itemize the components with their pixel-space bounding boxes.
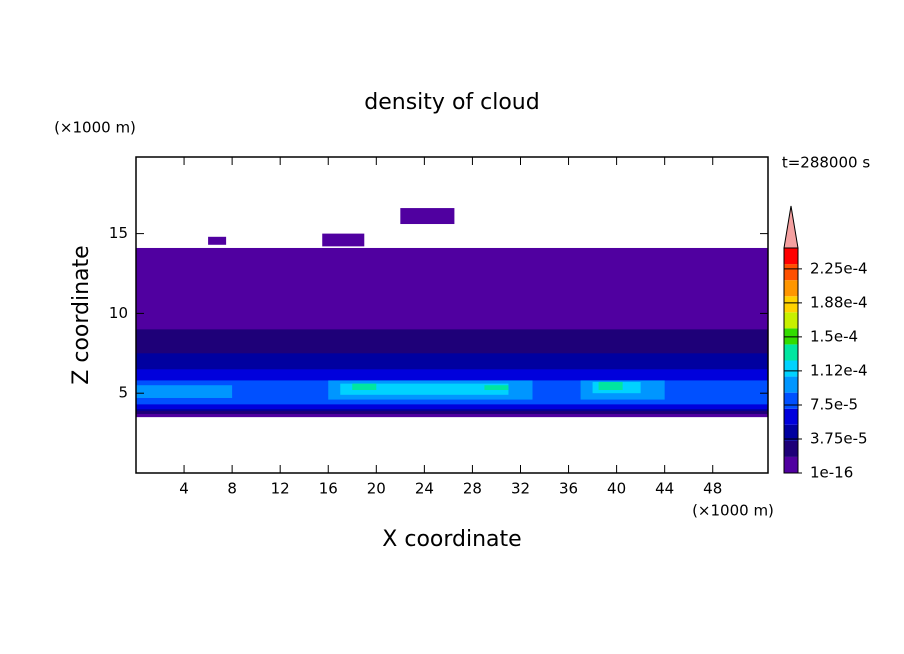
colorbar-tick-label: 7.5e-5 [810,395,858,413]
chart-title: density of cloud [364,90,539,115]
x-tick-label: 4 [179,480,189,498]
colorbar-band [784,248,798,265]
contour-region [136,385,233,398]
y-tick-label: 5 [118,384,128,402]
x-tick-label: 24 [415,480,434,498]
colorbar-tick-label: 1.5e-4 [810,327,858,345]
x-tick-label: 36 [559,480,578,498]
x-tick-label: 32 [511,480,530,498]
y-unit: (×1000 m) [54,119,136,137]
colorbar-band [784,392,798,409]
contour-region [400,208,455,225]
x-tick-label: 40 [607,480,626,498]
x-tick-label: 16 [319,480,338,498]
time-annotation: t=288000 s [782,154,870,172]
colorbar-band [784,440,798,457]
y-tick-label: 10 [109,304,128,322]
x-tick-label: 20 [367,480,386,498]
colorbar-band [784,376,798,393]
colorbar-band [784,456,798,473]
colorbar-tick-label: 3.75e-5 [810,429,868,447]
x-tick-label: 12 [271,480,290,498]
colorbar-tick-label: 1.12e-4 [810,361,868,379]
x-unit: (×1000 m) [692,502,774,520]
y-axis-label: Z coordinate [69,245,94,384]
colorbar-over [783,205,799,249]
colorbar-tick-label: 1e-16 [810,464,853,482]
contour-region [208,236,227,245]
x-axis-label: X coordinate [382,527,521,552]
x-tick-label: 44 [655,480,674,498]
x-tick-label: 8 [227,480,237,498]
contour-region [352,383,377,391]
colorbar-tick-label: 1.88e-4 [810,293,868,311]
colorbar-band [784,360,798,377]
y-tick-label: 15 [109,224,128,242]
colorbar-band [784,408,798,425]
colorbar-band [784,312,798,329]
colorbar-band [784,424,798,441]
colorbar-band [784,264,798,281]
colorbar-band [784,344,798,361]
contour-region [340,383,509,395]
contour-region [598,382,623,391]
colorbar-band [784,280,798,297]
contour-region [322,233,365,247]
x-tick-label: 28 [463,480,482,498]
colorbar-band [784,328,798,345]
colorbar-band [784,296,798,313]
contour-region [484,385,509,391]
x-tick-label: 48 [703,480,722,498]
plot-frame [135,156,769,474]
colorbar-tick-label: 2.25e-4 [810,259,868,277]
